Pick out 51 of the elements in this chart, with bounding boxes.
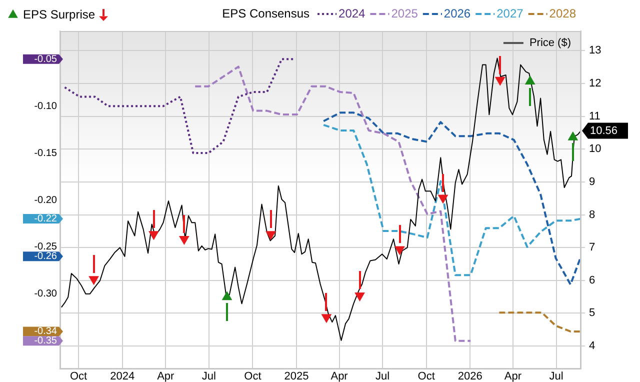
point [148, 231, 159, 240]
point [438, 194, 448, 204]
series-label: Price ($) [529, 37, 571, 50]
y2-tick-label: 6 [589, 274, 596, 286]
y2-tick-label: 5 [589, 307, 596, 320]
y2-tick-label: 12 [589, 78, 602, 90]
y2-tick-label: 13 [589, 44, 602, 57]
y-tick-label: -0.26 [34, 251, 58, 262]
x-tick-label: 2026 [458, 370, 482, 382]
y-tick-label: -0.34 [34, 326, 58, 338]
legend-label: 2026 [444, 6, 471, 20]
point [354, 292, 365, 301]
x-tick-label: 2024 [110, 370, 135, 382]
y-tick-label: -0.25 [34, 242, 58, 253]
x-tick-label: Oct [244, 370, 262, 382]
y2-tick-label: 7 [589, 242, 596, 254]
x-tick-label: Oct [418, 370, 435, 382]
y2-tick-label: 4 [589, 340, 596, 352]
legend-title: EPS Consensus [222, 6, 310, 20]
x-tick-label: Jul [202, 370, 216, 382]
point [88, 276, 99, 285]
legend-label: EPS Surprise [23, 7, 96, 22]
y-tick-label: -0.10 [34, 100, 58, 112]
x-tick-label: 2025 [284, 370, 309, 382]
x-tick-label: Apr [504, 370, 522, 382]
y-tick-label: -0.30 [34, 288, 58, 300]
x-tick-label: Apr [157, 370, 175, 382]
point [322, 314, 332, 323]
x-tick-label: Apr [330, 370, 348, 382]
legend-label: 2025 [391, 6, 418, 20]
y2-tick-label: 9 [589, 176, 596, 188]
y-tick-label: -0.20 [34, 194, 58, 206]
y2-tick-label: 10.56 [590, 124, 618, 137]
point [179, 236, 190, 245]
y-tick-label: -0.35 [34, 336, 58, 347]
y-tick-label: -0.05 [34, 54, 58, 65]
legend-label: 2024 [338, 6, 366, 20]
y-tick-label: -0.22 [34, 214, 58, 225]
point [394, 246, 405, 255]
point [266, 231, 276, 240]
point [495, 76, 505, 86]
legend-label: 2028 [549, 6, 576, 20]
y2-tick-label: 11 [589, 110, 600, 122]
x-tick-label: Oct [70, 370, 88, 382]
legend-label: 2027 [496, 6, 524, 20]
x-tick-label: Jul [376, 370, 390, 382]
x-tick-label: Jul [549, 370, 564, 382]
y-tick-label: -0.15 [34, 148, 58, 159]
y2-tick-label: 10 [589, 143, 602, 156]
y2-tick-label: 8 [589, 208, 596, 221]
line-series [194, 66, 472, 342]
